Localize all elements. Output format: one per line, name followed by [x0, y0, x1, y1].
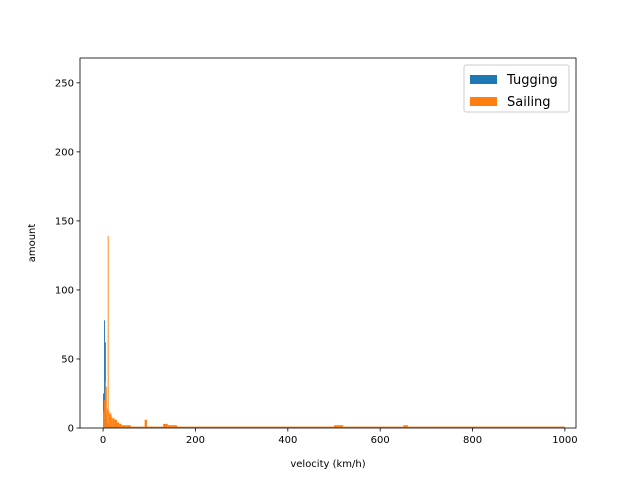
bar	[176, 426, 196, 428]
legend-swatch	[470, 97, 497, 106]
bar	[114, 419, 117, 428]
bar	[106, 408, 108, 428]
bar	[334, 425, 344, 428]
bar	[380, 426, 404, 428]
bar	[140, 426, 145, 428]
legend-swatch	[470, 75, 497, 84]
x-tick-label: 1000	[552, 435, 577, 446]
bar	[149, 426, 159, 428]
x-axis-label: velocity (km/h)	[290, 459, 365, 470]
bar	[119, 423, 122, 428]
x-tick-label: 800	[463, 435, 482, 446]
y-tick-label: 200	[55, 147, 74, 158]
y-tick-label: 250	[55, 78, 74, 89]
bar	[403, 425, 408, 428]
bar	[144, 419, 147, 428]
plot-frame	[79, 57, 577, 429]
bar	[103, 411, 105, 428]
bar	[126, 425, 131, 428]
x-tick-label: 400	[278, 435, 297, 446]
y-tick-label: 150	[55, 216, 74, 227]
bar	[107, 236, 109, 428]
x-tick-label: 600	[371, 435, 390, 446]
bar	[109, 414, 111, 428]
bar	[146, 426, 150, 428]
bar	[112, 418, 115, 428]
bar	[287, 426, 335, 428]
y-tick-label: 50	[61, 354, 74, 365]
y-axis-label: amount	[27, 224, 38, 263]
bar	[104, 320, 105, 428]
bar	[172, 425, 177, 428]
bar	[241, 426, 288, 428]
bar	[135, 426, 141, 428]
bar	[158, 426, 164, 428]
bar	[108, 411, 110, 428]
bar	[105, 386, 107, 428]
legend-label: Sailing	[507, 95, 551, 110]
bar	[167, 425, 173, 428]
bar	[103, 393, 105, 428]
bar	[195, 426, 242, 428]
bar	[407, 426, 427, 428]
bar	[116, 422, 120, 428]
bar	[104, 381, 106, 428]
bar	[343, 426, 381, 428]
bar	[111, 416, 113, 428]
bar	[163, 423, 168, 428]
bar	[426, 426, 565, 428]
x-tick-label: 200	[186, 435, 205, 446]
x-tick-label: 0	[100, 435, 106, 446]
bar	[121, 425, 127, 428]
y-tick-label: 100	[55, 285, 74, 296]
legend-label: Tugging	[506, 73, 558, 88]
bar	[104, 400, 105, 428]
bar	[130, 426, 136, 428]
bar	[110, 412, 112, 428]
y-tick-label: 0	[68, 424, 74, 435]
